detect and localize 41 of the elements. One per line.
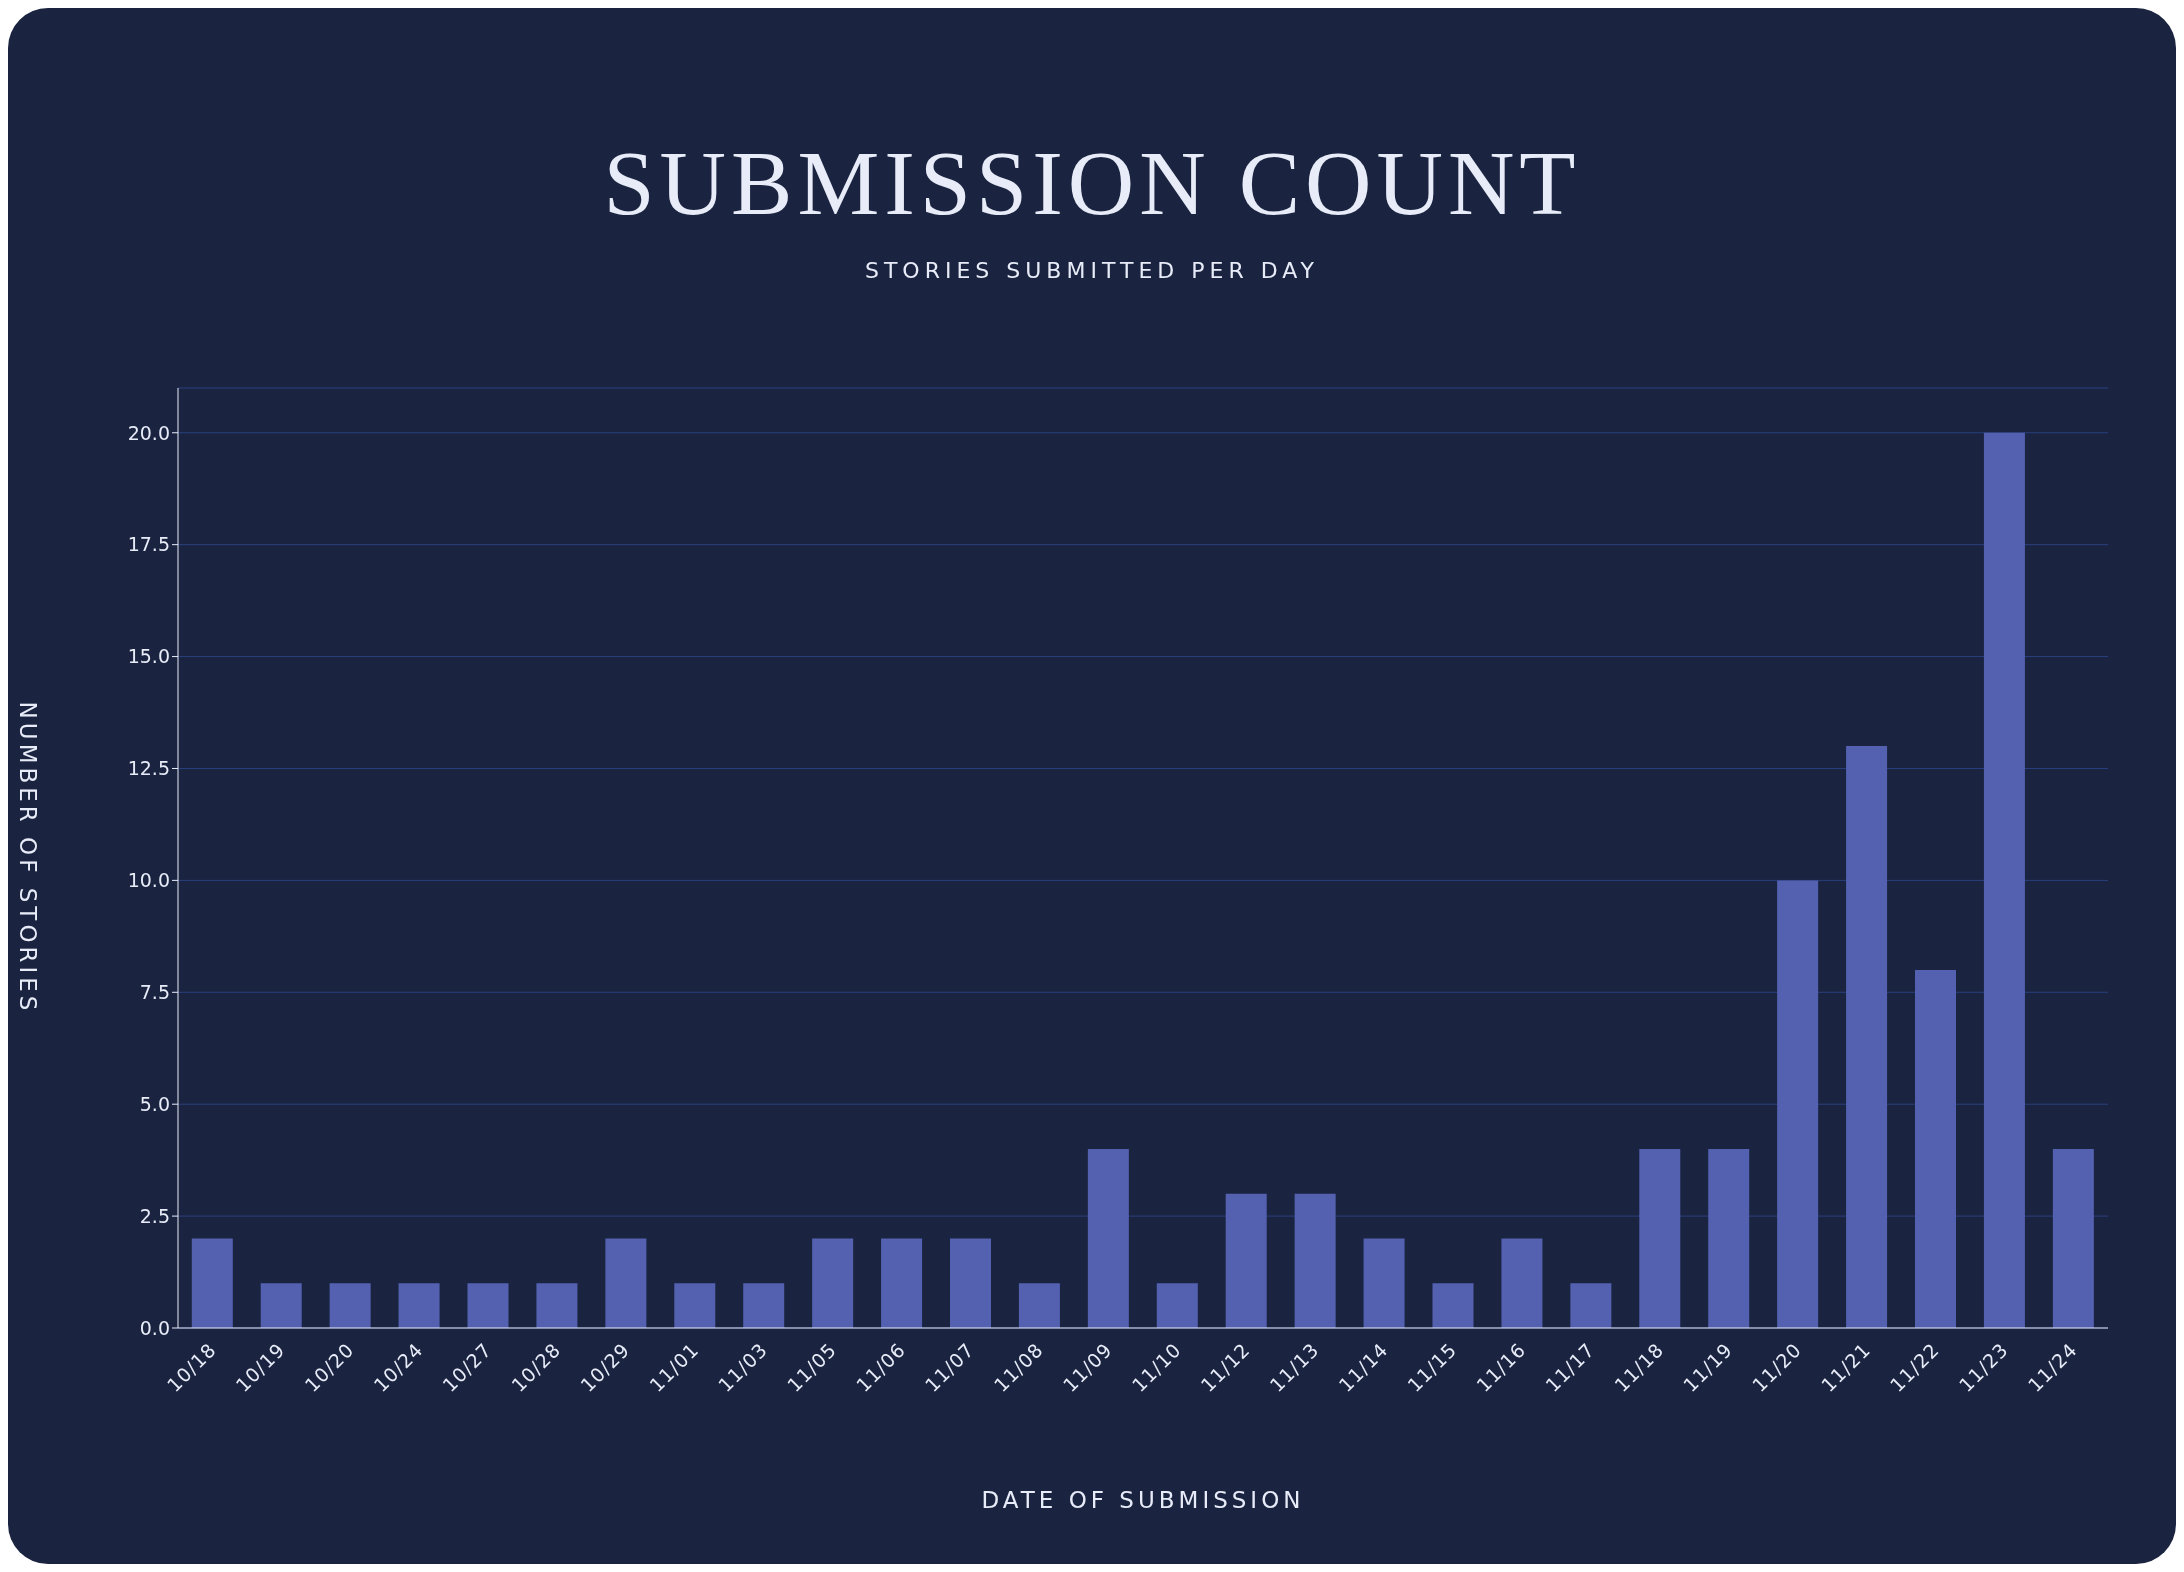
bar [950,1238,991,1328]
y-axis-title: NUMBER OF STORIES [14,701,41,1015]
y-tick-label: 2.5 [139,1204,170,1227]
y-tick-label: 7.5 [139,981,170,1004]
bar [1708,1148,1750,1328]
bar [2052,1148,2094,1328]
chart-title: SUBMISSION COUNT [602,132,1582,234]
bar [743,1283,785,1328]
y-tick-label: 20.0 [127,421,170,444]
bar [467,1283,509,1328]
chart-subtitle: STORIES SUBMITTED PER DAY [863,258,1321,283]
y-tick-label: 12.5 [127,757,170,780]
bar [260,1283,302,1328]
bar [536,1283,578,1328]
bar [1501,1238,1543,1328]
bar [812,1238,854,1328]
bar [1294,1193,1336,1328]
y-tick-label: 15.0 [127,645,170,668]
y-tick-label: 5.0 [139,1092,170,1115]
bar [398,1283,440,1328]
bar [881,1238,923,1328]
y-tick-label: 17.5 [127,533,170,556]
x-axis-title: DATE OF SUBMISSION [981,1487,1305,1513]
bar [1639,1148,1681,1328]
bar [605,1238,647,1328]
bar [1915,969,1956,1328]
bar [1983,432,2025,1328]
bar [1363,1238,1405,1328]
bar [329,1283,371,1328]
bar [1432,1283,1474,1328]
bar [1777,880,1819,1328]
bar [1225,1193,1267,1328]
y-tick-label: 10.0 [127,869,170,892]
bar [191,1238,233,1328]
bar [1087,1148,1129,1328]
bar [1846,746,1888,1328]
y-tick-label: 0.0 [139,1316,170,1339]
bar [674,1283,716,1328]
bar [1570,1283,1612,1328]
bar [1018,1283,1060,1328]
bar [1156,1283,1198,1328]
